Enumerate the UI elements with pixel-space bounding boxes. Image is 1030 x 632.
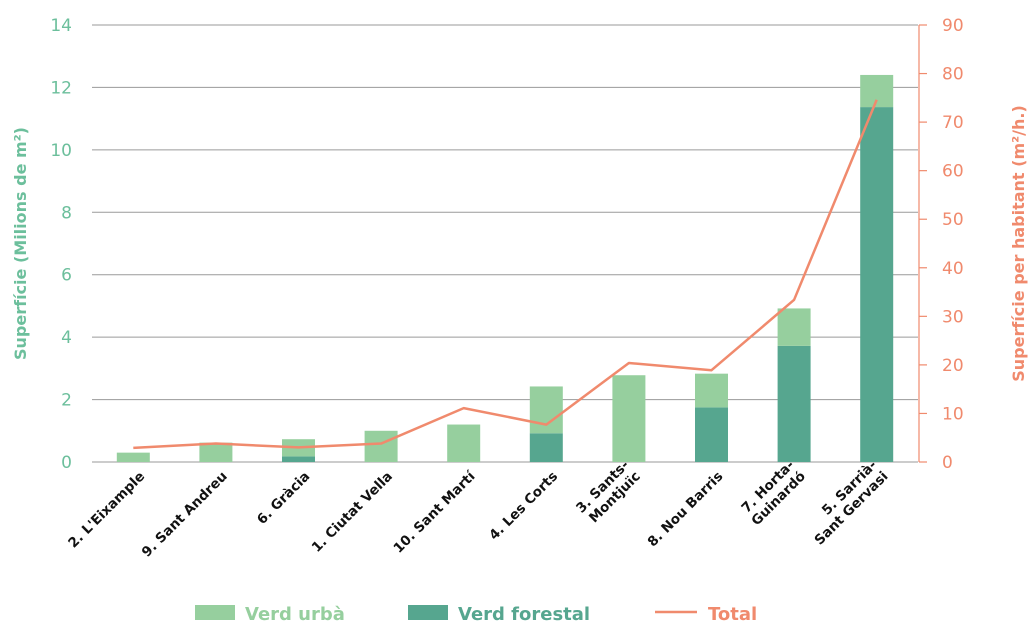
bar-verd-urbà <box>199 442 233 462</box>
category-label: 1. Ciutat Vella <box>309 469 396 556</box>
left-axis-title: Superfície (Milions de m²) <box>11 127 30 360</box>
right-axis-tick-label: 60 <box>942 162 964 182</box>
bar-verd-forestal <box>282 456 315 462</box>
right-axis-tick-label: 20 <box>942 356 964 376</box>
right-axis-tick-label: 90 <box>942 16 964 36</box>
category-label: 10. Sant Martí <box>390 468 479 557</box>
bar-verd-urbà <box>447 424 481 462</box>
category-label: 3. Sants-Montjuïc <box>573 457 644 528</box>
legend-swatch <box>195 605 235 620</box>
bar-verd-urbà <box>116 452 150 462</box>
bar-verd-urbà <box>364 430 398 462</box>
legend-swatch <box>408 605 448 620</box>
right-axis-tick-label: 40 <box>942 259 964 279</box>
legend: Verd urbà Verd forestal Total <box>195 604 757 625</box>
left-axis-tick-label: 12 <box>50 78 72 98</box>
left-axis-tick-label: 2 <box>61 391 72 411</box>
bar-verd-forestal <box>860 107 894 463</box>
right-axis-tick-label: 80 <box>942 65 964 85</box>
right-axis-tick-label: 30 <box>942 307 964 327</box>
category-label: 6. Gràcia <box>254 469 313 528</box>
bar-verd-urbà <box>529 386 563 434</box>
grid <box>92 24 918 463</box>
bar-verd-forestal <box>777 345 811 462</box>
left-axis-tick-label: 8 <box>61 203 72 223</box>
total-line-layer <box>133 99 878 450</box>
bars <box>116 74 894 463</box>
category-label: 4. Les Corts <box>486 469 561 544</box>
left-axis-tick-label: 14 <box>50 16 72 36</box>
category-label: 2. L'Eixample <box>65 469 148 552</box>
right-axis-tick-label: 70 <box>942 113 964 133</box>
legend-label: Verd urbà <box>245 604 345 625</box>
left-axis-tick-label: 4 <box>61 328 72 348</box>
total-line <box>133 99 878 450</box>
left-axis-tick-label: 10 <box>50 141 72 161</box>
right-axis-tick-label: 0 <box>942 453 953 473</box>
bar-verd-forestal <box>529 433 563 462</box>
left-axis-tick-label: 0 <box>61 453 72 473</box>
left-axis-tick-label: 6 <box>61 266 72 286</box>
right-axis-tick-label: 10 <box>942 404 964 424</box>
category-label: 7. Horta-Guinardó <box>737 457 809 529</box>
bar-verd-urbà <box>695 373 728 408</box>
legend-label: Total <box>708 604 757 625</box>
category-label: 5. Sarrià-Sant Gervasi <box>800 457 891 548</box>
bar-verd-urbà <box>777 308 811 346</box>
bar-verd-urbà <box>612 375 646 462</box>
right-axis-title: Superfície per habitant (m²/h.) <box>1009 105 1028 382</box>
category-label: 9. Sant Andreu <box>139 469 231 561</box>
bar-verd-forestal <box>695 407 728 462</box>
category-label: 8. Nou Barris <box>645 469 727 551</box>
legend-label: Verd forestal <box>458 604 590 625</box>
right-axis-tick-label: 50 <box>942 210 964 230</box>
